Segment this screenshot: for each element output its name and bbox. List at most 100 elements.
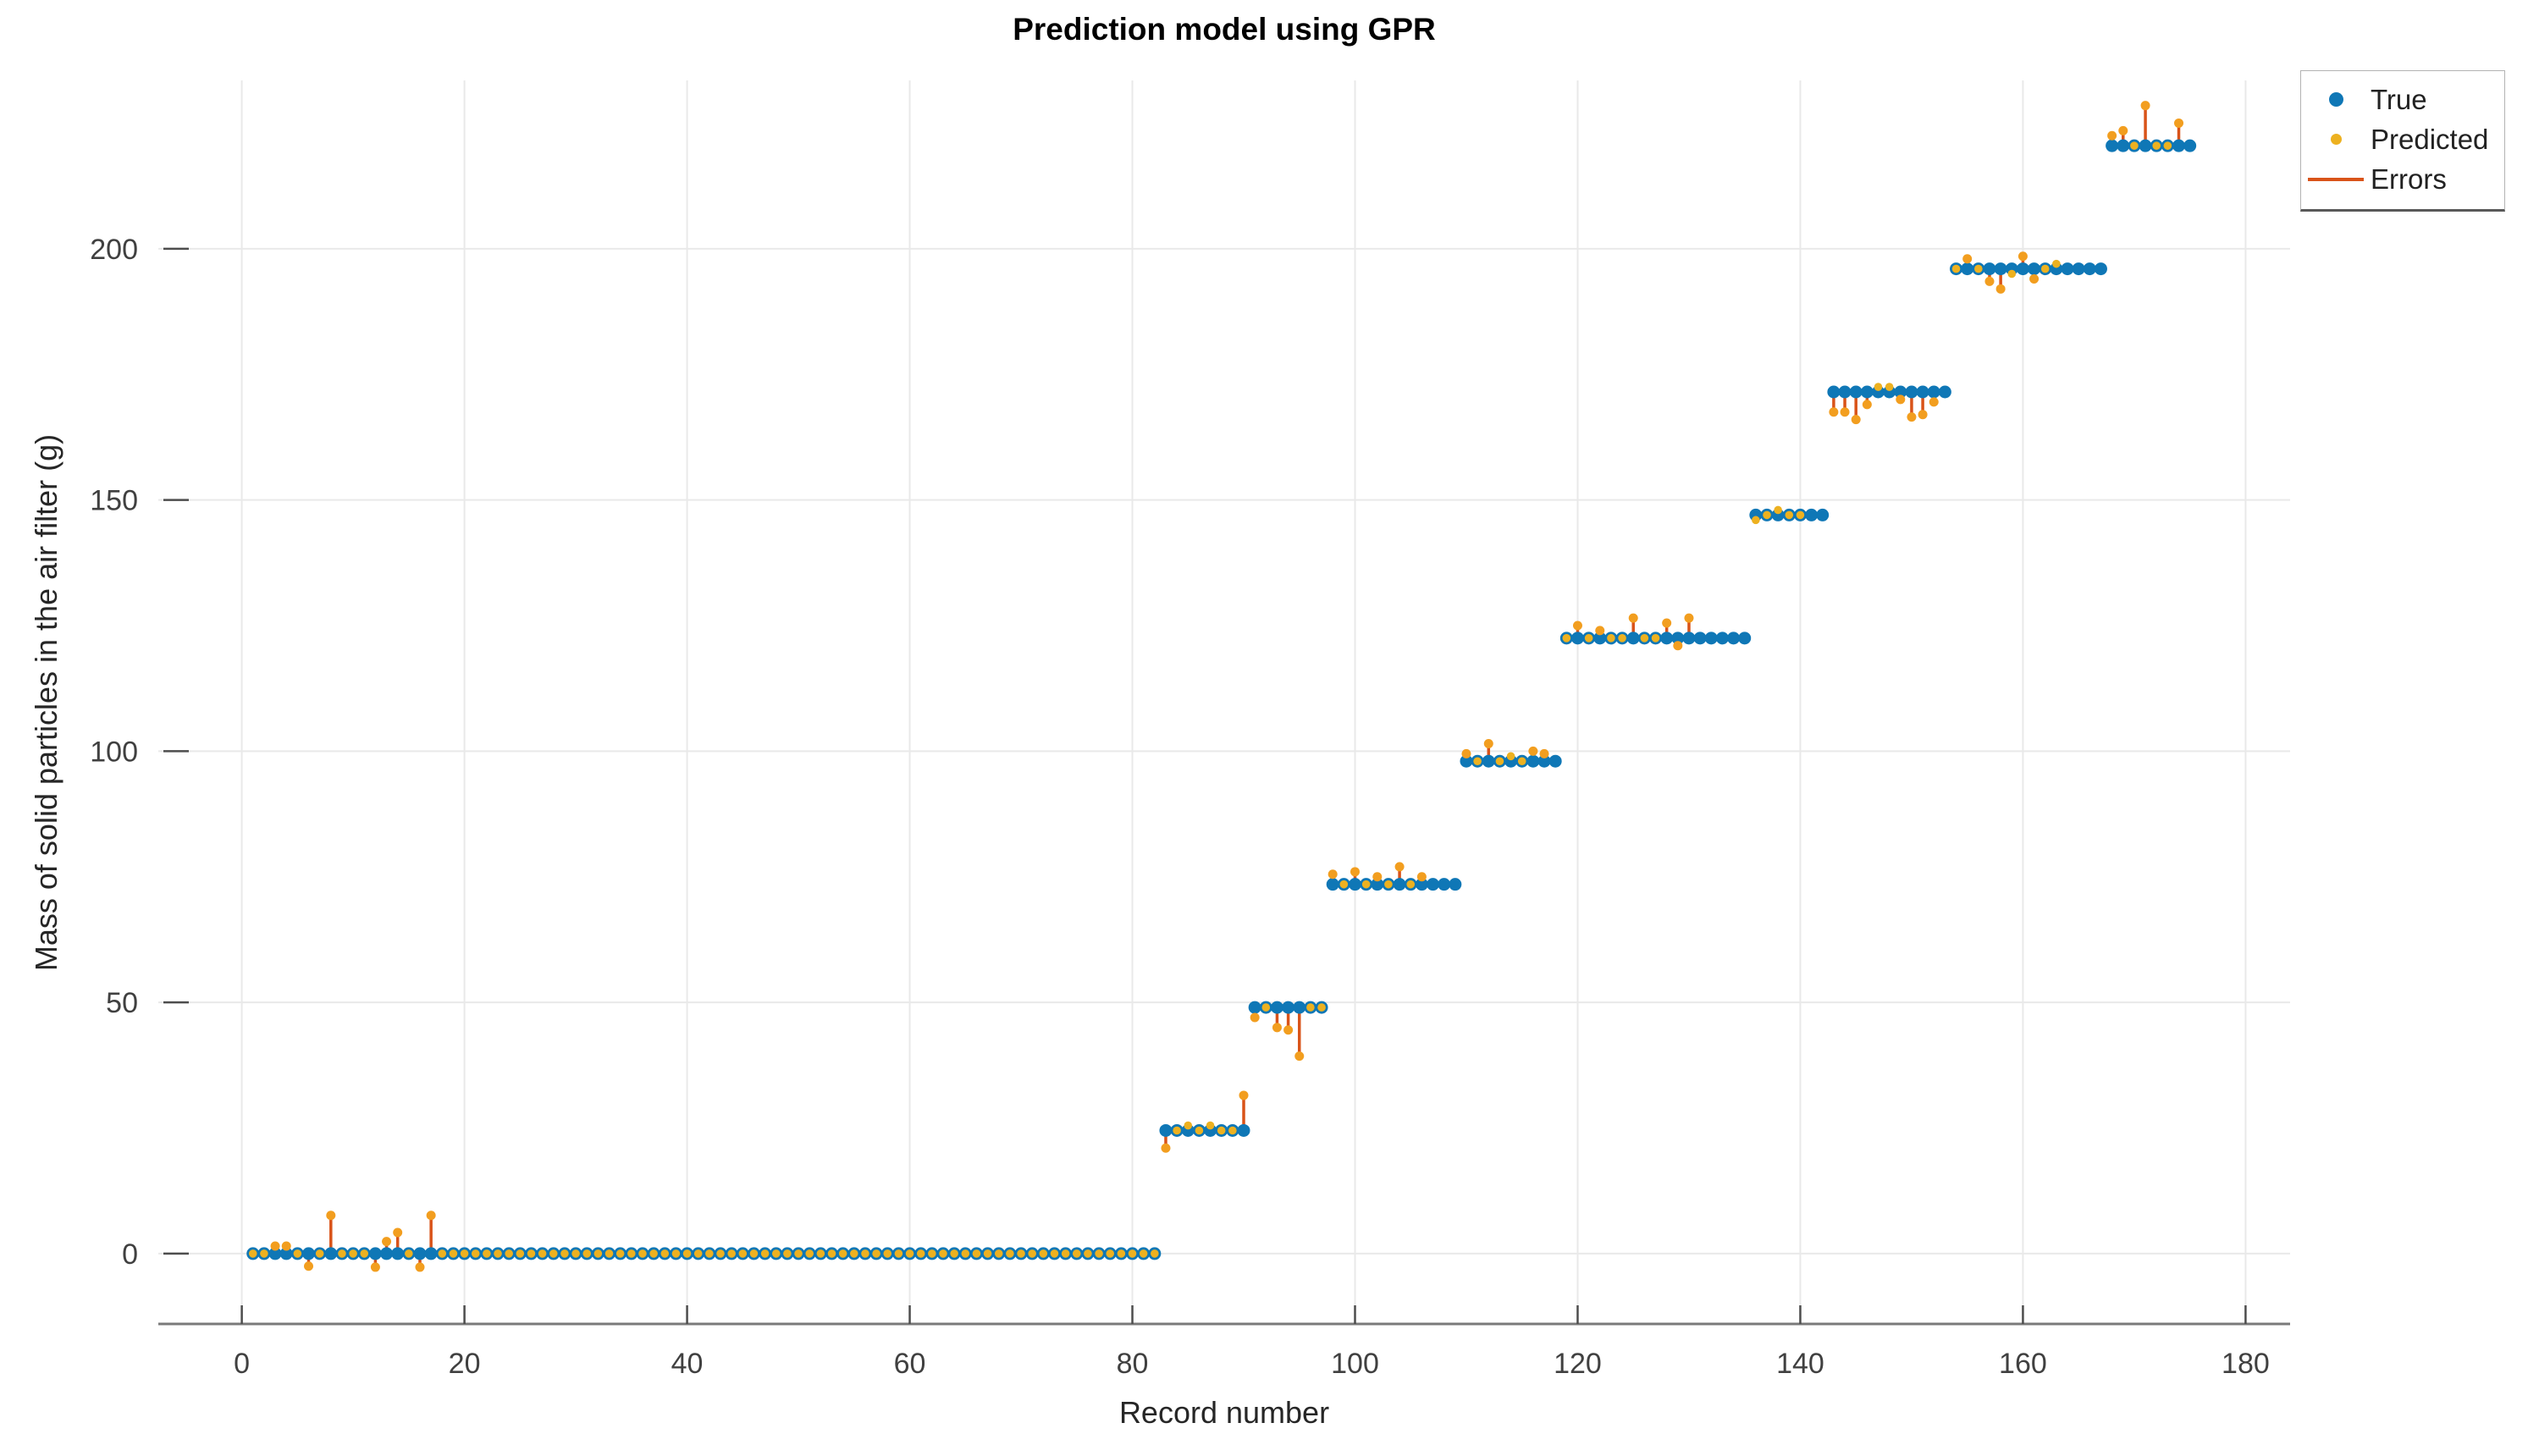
predicted-point — [1261, 1003, 1271, 1012]
predicted-point — [2017, 251, 2028, 262]
legend-label-true: True — [2371, 83, 2427, 115]
legend-label-errors: Errors — [2371, 163, 2447, 195]
predicted-point — [1128, 1249, 1137, 1258]
predicted-point — [471, 1249, 480, 1258]
true-point — [1827, 385, 1841, 399]
x-tick-label: 0 — [234, 1348, 250, 1380]
y-tick-label: 200 — [90, 234, 138, 266]
true-point — [1438, 878, 1451, 891]
predicted-point — [2052, 259, 2061, 268]
predicted-point — [894, 1249, 903, 1258]
predicted-point — [1495, 757, 1504, 766]
true-point — [368, 1247, 382, 1260]
predicted-point — [1984, 276, 1995, 286]
true-point — [1961, 262, 1974, 276]
predicted-point — [338, 1249, 346, 1258]
predicted-point — [627, 1249, 636, 1258]
predicted-point — [549, 1249, 558, 1258]
true-point — [1371, 878, 1384, 891]
predicted-point — [1918, 410, 1928, 420]
predicted-point — [1473, 757, 1482, 766]
x-tick-label: 140 — [1776, 1348, 1824, 1380]
true-point — [1460, 754, 1473, 768]
predicted-point — [1572, 620, 1582, 631]
predicted-point — [1662, 618, 1672, 628]
predicted-point — [2107, 130, 2117, 141]
legend: True Predicted Errors — [2300, 70, 2505, 212]
true-point — [1849, 385, 1863, 399]
predicted-point — [1517, 757, 1526, 766]
predicted-point — [2130, 141, 2139, 150]
predicted-point — [1206, 1121, 1215, 1130]
predicted-point — [1250, 1012, 1260, 1023]
errors-line-icon — [2308, 177, 2364, 181]
true-point — [1248, 1001, 1261, 1014]
true-point — [1593, 631, 1607, 645]
legend-label-predicted: Predicted — [2371, 123, 2489, 155]
predicted-point — [1785, 510, 1794, 520]
predicted-point — [939, 1249, 947, 1258]
predicted-point — [326, 1211, 336, 1221]
predicted-point — [994, 1249, 1003, 1258]
legend-item-predicted: Predicted — [2301, 119, 2504, 159]
predicted-point — [1239, 1090, 1249, 1100]
predicted-point — [494, 1249, 502, 1258]
predicted-point — [905, 1249, 914, 1258]
predicted-point — [693, 1249, 703, 1258]
predicted-point — [1851, 415, 1861, 425]
predicted-point — [1684, 613, 1694, 623]
true-point — [1715, 631, 1729, 645]
true-point — [1282, 1001, 1295, 1014]
predicted-point — [360, 1249, 369, 1258]
predicted-point — [1651, 634, 1660, 643]
predicted-point — [426, 1211, 436, 1221]
true-point — [1293, 1001, 1306, 1014]
predicted-point — [671, 1249, 681, 1258]
predicted-point — [2174, 118, 2184, 128]
predicted-point — [1028, 1249, 1036, 1258]
true-point — [1548, 754, 1562, 768]
true-marker-icon — [2328, 92, 2343, 107]
true-point — [1348, 878, 1361, 891]
predicted-point — [1595, 626, 1605, 636]
predicted-point — [2152, 141, 2161, 150]
predicted-point — [1874, 383, 1883, 391]
predicted-point — [1483, 738, 1493, 748]
predicted-point — [816, 1249, 825, 1258]
predicted-point — [783, 1249, 792, 1258]
predicted-point — [760, 1249, 770, 1258]
predicted-point — [516, 1249, 525, 1258]
true-point — [1682, 631, 1696, 645]
true-point — [2139, 139, 2152, 152]
predicted-point — [2118, 125, 2128, 135]
x-tick-label: 180 — [2222, 1348, 2270, 1380]
predicted-point — [1139, 1249, 1148, 1258]
true-point — [1482, 754, 1495, 768]
x-tick-label: 160 — [1999, 1348, 2047, 1380]
true-point — [1838, 385, 1852, 399]
predicted-point — [415, 1262, 425, 1272]
true-point — [279, 1247, 293, 1260]
predicted-point — [2163, 141, 2172, 150]
predicted-point — [928, 1249, 936, 1258]
predicted-point — [861, 1249, 869, 1258]
predicted-point — [1673, 641, 1683, 651]
predicted-point — [483, 1249, 491, 1258]
true-point — [268, 1247, 282, 1260]
predicted-point — [270, 1241, 280, 1251]
predicted-point — [1317, 1003, 1326, 1012]
predicted-point — [370, 1262, 380, 1272]
predicted-point — [727, 1249, 736, 1258]
predicted-point — [560, 1249, 569, 1258]
predicted-point — [2029, 273, 2040, 284]
true-point — [2094, 262, 2107, 276]
predicted-point — [1763, 510, 1771, 520]
true-point — [2016, 262, 2029, 276]
predicted-point — [1339, 880, 1349, 889]
true-point — [1916, 385, 1929, 399]
true-point — [1449, 878, 1462, 891]
true-point — [324, 1247, 338, 1260]
predicted-point — [1962, 254, 1973, 264]
predicted-point — [1017, 1249, 1025, 1258]
